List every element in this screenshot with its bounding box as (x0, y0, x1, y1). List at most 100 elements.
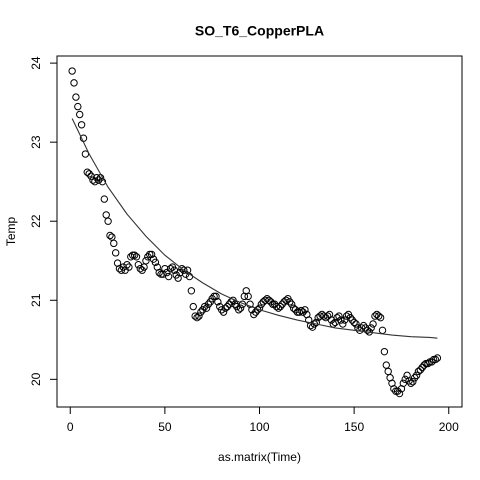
data-point (231, 300, 239, 308)
y-tick-label: 21 (29, 293, 43, 307)
data-point (269, 300, 277, 308)
data-point (395, 389, 404, 398)
data-point (219, 308, 228, 316)
data-point (329, 320, 338, 328)
data-point (412, 371, 421, 380)
data-point (335, 312, 343, 320)
data-point (202, 304, 211, 312)
data-point (401, 375, 409, 384)
data-point (70, 79, 78, 87)
y-tick-label: 20 (29, 372, 43, 386)
data-point (214, 298, 222, 306)
y-tick-label: 23 (29, 135, 43, 149)
data-point (68, 67, 76, 75)
data-point (72, 93, 80, 101)
data-point (129, 251, 137, 259)
data-point (348, 316, 356, 324)
data-point (250, 310, 258, 319)
data-point (429, 355, 438, 364)
data-point (278, 300, 286, 308)
data-point (375, 312, 383, 320)
data-point (200, 302, 209, 311)
data-point (257, 300, 266, 308)
data-point (123, 261, 131, 269)
data-point (106, 231, 114, 240)
data-point (100, 195, 109, 203)
data-point (142, 257, 150, 265)
data-point (409, 378, 417, 386)
data-point (155, 268, 163, 277)
data-point (85, 170, 93, 178)
x-tick-label: 200 (439, 420, 459, 434)
data-point (74, 102, 82, 111)
x-tick-label: 100 (249, 420, 269, 434)
data-point (208, 294, 216, 303)
data-point (291, 306, 300, 314)
data-point (380, 347, 389, 356)
data-point (410, 374, 419, 382)
x-tick-label: 50 (158, 420, 172, 434)
data-point (339, 320, 347, 328)
data-point (225, 300, 233, 308)
data-point (83, 168, 91, 176)
data-point (195, 312, 203, 320)
x-axis-label: as.matrix(Time) (218, 450, 301, 464)
chart-title: SO_T6_CopperPLA (195, 23, 324, 39)
data-point (102, 211, 110, 219)
data-point (299, 308, 307, 316)
data-point (289, 304, 298, 312)
data-point (361, 324, 370, 332)
data-point (424, 359, 432, 368)
plot-box (56, 55, 463, 408)
data-point (189, 302, 197, 311)
data-point (418, 363, 426, 372)
data-point (363, 326, 372, 335)
data-point (110, 239, 118, 248)
data-point (108, 233, 116, 241)
data-point (286, 298, 294, 306)
data-point (180, 266, 188, 274)
data-point (132, 253, 141, 261)
data-point (93, 174, 101, 182)
data-point (89, 176, 97, 184)
x-tick-label: 150 (344, 420, 364, 434)
data-point (382, 361, 390, 369)
data-point (130, 251, 139, 259)
data-point (234, 306, 243, 314)
data-point (369, 320, 377, 328)
data-point (125, 263, 133, 271)
data-point (431, 355, 440, 364)
data-point (147, 250, 156, 259)
data-point (197, 308, 205, 316)
data-point (393, 387, 402, 395)
data-point (76, 110, 84, 119)
x-tick-label: 0 (67, 420, 74, 434)
data-point (136, 264, 144, 273)
data-point (420, 361, 428, 369)
data-point (163, 268, 171, 277)
data-point (433, 354, 442, 362)
data-point (94, 176, 103, 184)
fit-curve (71, 118, 438, 339)
data-point (405, 377, 413, 385)
data-point (416, 366, 425, 374)
data-point (287, 300, 296, 308)
data-point (297, 306, 305, 315)
data-point (244, 292, 252, 301)
data-point (384, 367, 392, 376)
data-point (204, 300, 213, 308)
data-point (333, 313, 341, 322)
data-point (98, 177, 107, 186)
data-point (77, 121, 86, 129)
data-point (91, 177, 99, 186)
data-point (252, 308, 260, 316)
data-point (111, 249, 120, 257)
data-point (346, 313, 355, 322)
data-point (265, 296, 273, 304)
data-point (337, 316, 345, 324)
data-point (164, 272, 173, 281)
data-point (282, 296, 290, 304)
data-point (407, 379, 415, 387)
data-point (428, 358, 436, 366)
